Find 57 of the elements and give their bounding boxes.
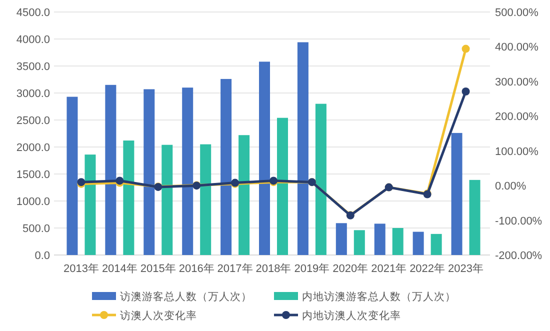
x-tick-label: 2020年 [332, 263, 368, 275]
y2-tick-label: -200.00% [495, 250, 542, 262]
x-tick-label: 2017年 [217, 263, 253, 275]
x-tick-label: 2013年 [63, 263, 99, 275]
bar [277, 118, 288, 255]
y-tick-label: 0.0 [34, 250, 50, 262]
legend-label: 内地访澳人次变化率 [302, 309, 401, 322]
x-tick-label: 2021年 [371, 263, 407, 275]
legend-label: 内地访澳游客总人数（万人次） [302, 290, 456, 303]
y-tick-label: 500.0 [22, 223, 50, 235]
bar [220, 78, 232, 255]
bar [451, 132, 462, 255]
y-tick-label: 1500.0 [16, 169, 50, 181]
y-tick-label: 3500.0 [16, 61, 50, 73]
legend-label: 访澳游客总人数（万人次） [120, 290, 252, 303]
x-tick-label: 2016年 [178, 263, 214, 275]
point [462, 44, 470, 53]
x-tick-label: 2022年 [410, 263, 446, 275]
y-tick-label: 2500.0 [16, 115, 50, 127]
legend-label: 访澳人次变化率 [120, 309, 197, 322]
y-tick-label: 4500.0 [16, 7, 50, 19]
bar [354, 230, 365, 255]
bar [412, 232, 424, 255]
y-tick-label: 4000.0 [16, 34, 50, 46]
bar [66, 96, 78, 255]
bar [200, 144, 212, 255]
x-tick-label: 2015年 [140, 263, 176, 275]
y-tick-label: 3000.0 [16, 88, 50, 100]
bar [336, 223, 347, 255]
y-tick-label: 2000.0 [16, 142, 50, 154]
bar [238, 135, 250, 255]
bar [430, 234, 442, 255]
bar [84, 154, 96, 255]
bar [182, 88, 194, 255]
bar [374, 224, 386, 255]
x-tick-label: 2018年 [256, 263, 292, 275]
bar [297, 42, 308, 255]
y2-tick-label: 500.00% [495, 7, 539, 19]
bar [469, 180, 480, 255]
y2-tick-label: 300.00% [495, 76, 539, 88]
y-tick-label: 1000.0 [16, 196, 50, 208]
y2-tick-label: 100.00% [495, 146, 539, 158]
x-tick-label: 2019年 [294, 263, 330, 275]
bar [162, 144, 173, 255]
bar [315, 104, 326, 255]
y2-tick-label: 200.00% [495, 111, 539, 124]
y2-tick-label: 0.00% [495, 180, 526, 193]
x-tick-label: 2023年 [448, 263, 484, 275]
bar [105, 84, 116, 255]
bar [123, 140, 134, 255]
bar [259, 62, 270, 255]
y2-tick-label: 400.00% [495, 42, 539, 54]
y2-tick-label: -100.00% [495, 215, 542, 228]
point [462, 87, 470, 96]
bar [144, 89, 155, 255]
bar [392, 228, 404, 255]
x-tick-label: 2014年 [102, 263, 138, 275]
